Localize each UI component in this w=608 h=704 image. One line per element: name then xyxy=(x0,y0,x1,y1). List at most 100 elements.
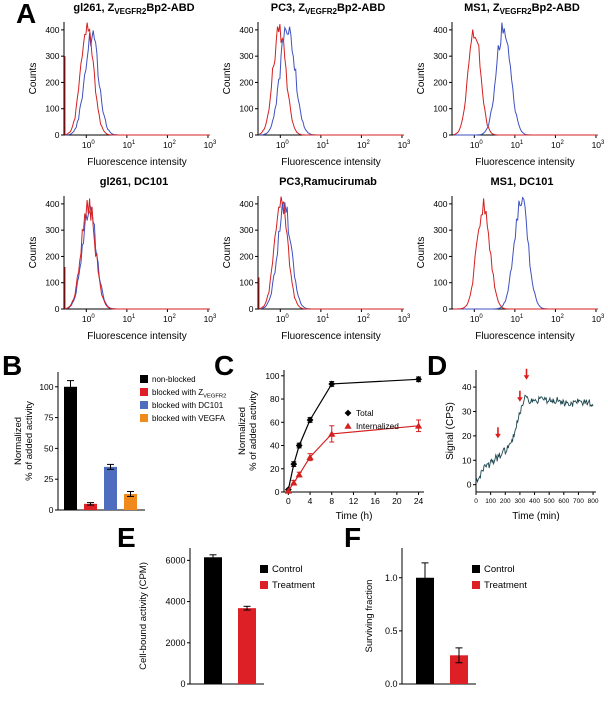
chart-title: gl261, DC101 xyxy=(99,176,169,188)
svg-text:% of added activity: % of added activity xyxy=(248,391,259,471)
svg-text:101: 101 xyxy=(122,314,135,324)
svg-text:200: 200 xyxy=(500,498,511,505)
svg-text:102: 102 xyxy=(357,314,370,324)
svg-text:300: 300 xyxy=(239,51,253,61)
bar-chart-plot: 0 2000 4000 6000 Cell-bound activity (CPM) Co… xyxy=(138,548,315,689)
svg-text:0: 0 xyxy=(443,130,448,140)
svg-text:0.5: 0.5 xyxy=(385,626,398,636)
diamond-marker xyxy=(328,380,336,388)
svg-text:50: 50 xyxy=(44,443,54,453)
svg-text:12: 12 xyxy=(349,496,359,506)
svg-text:60: 60 xyxy=(270,417,280,427)
svg-text:100: 100 xyxy=(470,314,483,324)
svg-text:Counts: Counts xyxy=(28,63,39,95)
svg-text:101: 101 xyxy=(510,140,523,150)
flow-histogram-plot: 0 100 200 300 400 100 101 102 103 Counts Fluoresce… xyxy=(28,22,216,167)
svg-text:102: 102 xyxy=(357,140,370,150)
svg-text:0: 0 xyxy=(286,496,291,506)
svg-text:Treatment: Treatment xyxy=(484,580,527,591)
svg-text:700: 700 xyxy=(573,498,584,505)
svg-text:400: 400 xyxy=(45,199,59,209)
blue_curve xyxy=(65,30,210,136)
chart-title: MS1, DC101 xyxy=(490,176,554,188)
flow-histogram-pc3-ramucirumab: PC3,Ramucirumab 0 100 200 300 400 100 101 102 103… xyxy=(220,176,410,341)
svg-text:0: 0 xyxy=(55,130,60,140)
diamond-marker xyxy=(344,409,352,417)
bar xyxy=(450,655,468,684)
svg-text:103: 103 xyxy=(204,140,216,150)
svg-text:300: 300 xyxy=(45,225,59,235)
svg-text:103: 103 xyxy=(398,314,410,324)
svg-text:103: 103 xyxy=(398,140,410,150)
triangle-marker xyxy=(306,453,314,460)
panel-label-c: C xyxy=(214,350,235,381)
svg-text:40: 40 xyxy=(462,382,472,392)
svg-text:Normalized: Normalized xyxy=(13,417,24,465)
svg-text:blocked with DC101: blocked with DC101 xyxy=(152,401,224,410)
svg-text:20: 20 xyxy=(392,496,402,506)
bar xyxy=(238,608,256,684)
svg-text:100: 100 xyxy=(239,278,253,288)
svg-text:Counts: Counts xyxy=(222,63,233,95)
red_curve xyxy=(453,198,598,310)
svg-text:100: 100 xyxy=(276,314,289,324)
svg-text:blocked with VEGFA: blocked with VEGFA xyxy=(152,414,226,423)
svg-text:Fluorescence intensity: Fluorescence intensity xyxy=(87,331,187,341)
flow-histogram-ms1-dc101: MS1, DC101 0 100 200 300 400 100 101 102 103 Count… xyxy=(414,176,604,341)
red_curve xyxy=(259,196,404,310)
surviving-fraction-chart: 0.0 0.5 1.0 Surviving fraction Control Treatm… xyxy=(360,536,550,696)
svg-text:Fluorescence intensity: Fluorescence intensity xyxy=(281,331,381,341)
flow-histogram-plot: 0 100 200 300 400 100 101 102 103 Counts Fluoresce… xyxy=(222,22,410,167)
svg-text:300: 300 xyxy=(45,51,59,61)
triangle-marker xyxy=(290,479,298,486)
svg-text:8: 8 xyxy=(329,496,334,506)
svg-text:101: 101 xyxy=(510,314,523,324)
svg-text:100: 100 xyxy=(433,278,447,288)
cell-bound-activity-chart: 0 2000 4000 6000 Cell-bound activity (CPM) Co… xyxy=(134,536,344,696)
svg-text:% of added activity: % of added activity xyxy=(24,401,35,481)
svg-text:300: 300 xyxy=(239,225,253,235)
svg-text:25: 25 xyxy=(44,474,54,484)
svg-text:Control: Control xyxy=(484,564,515,575)
svg-text:102: 102 xyxy=(551,140,564,150)
triangle-marker xyxy=(328,430,336,437)
svg-text:300: 300 xyxy=(433,225,447,235)
svg-text:30: 30 xyxy=(462,406,472,416)
red_curve xyxy=(453,29,598,136)
svg-text:200: 200 xyxy=(45,77,59,87)
svg-text:400: 400 xyxy=(433,25,447,35)
svg-text:Fluorescence intensity: Fluorescence intensity xyxy=(281,157,381,167)
svg-text:400: 400 xyxy=(529,498,540,505)
svg-text:200: 200 xyxy=(433,77,447,87)
svg-text:101: 101 xyxy=(316,140,329,150)
svg-text:75: 75 xyxy=(44,413,54,423)
svg-text:20: 20 xyxy=(462,431,472,441)
svg-text:1.0: 1.0 xyxy=(385,573,398,583)
svg-text:102: 102 xyxy=(163,140,176,150)
svg-text:Internalized: Internalized xyxy=(356,421,399,431)
legend-swatch xyxy=(260,565,268,573)
svg-text:Counts: Counts xyxy=(222,237,233,269)
svg-text:400: 400 xyxy=(45,25,59,35)
svg-text:4000: 4000 xyxy=(165,597,185,607)
injection-arrow xyxy=(523,375,530,380)
svg-text:Fluorescence intensity: Fluorescence intensity xyxy=(87,157,187,167)
svg-text:100: 100 xyxy=(276,140,289,150)
svg-text:0: 0 xyxy=(49,505,54,515)
chart-title: gl261, ZVEGFR2Bp2-ABD xyxy=(73,2,195,17)
svg-text:Counts: Counts xyxy=(28,237,39,269)
legend-swatch xyxy=(140,401,148,409)
flow-histogram-plot: 0 100 200 300 400 100 101 102 103 Counts Fluoresce… xyxy=(416,196,604,341)
svg-text:600: 600 xyxy=(558,498,569,505)
svg-text:Treatment: Treatment xyxy=(272,580,315,591)
triangle-marker xyxy=(284,487,292,494)
svg-text:80: 80 xyxy=(270,394,280,404)
svg-text:300: 300 xyxy=(514,498,525,505)
svg-text:non-blocked: non-blocked xyxy=(152,375,196,384)
svg-text:blocked with ZVEGFR2: blocked with ZVEGFR2 xyxy=(152,388,226,400)
svg-text:101: 101 xyxy=(122,140,135,150)
svg-text:101: 101 xyxy=(316,314,329,324)
bar xyxy=(124,493,137,510)
chart-title: PC3, ZVEGFR2Bp2-ABD xyxy=(270,2,386,17)
